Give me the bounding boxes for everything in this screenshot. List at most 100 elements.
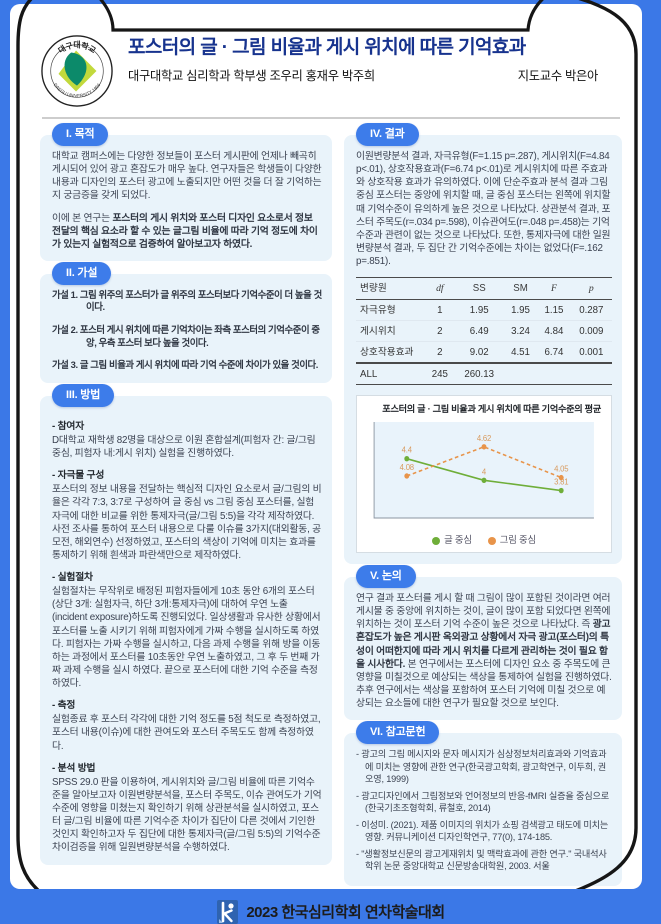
footer-text: 2023 한국심리학회 연차학술대회 bbox=[246, 904, 445, 922]
memory-level-line-chart: 4.4 4 3.81 4.08 4.62 4.05 bbox=[373, 422, 594, 519]
table-row: 게시위치 2 6.49 3.24 4.84 0.009 bbox=[356, 320, 612, 343]
badge-hypothesis: II. 가설 bbox=[52, 261, 112, 285]
method-text: D대학교 재학생 82명을 대상으로 이원 혼합설계(피험자 간: 글/그림 중… bbox=[52, 434, 316, 460]
method-subhead: - 분석 방법 bbox=[52, 762, 96, 774]
method-subhead: - 측정 bbox=[52, 700, 76, 712]
table-header-row: 변량원 df SS SM F p bbox=[356, 277, 612, 301]
reference-item: - 이성미. (2021). 제품 이미지의 위치가 쇼핑 검색광고 태도에 미… bbox=[356, 819, 609, 843]
table-cell: 9.02 bbox=[454, 341, 504, 364]
section-references: VI. 참고문헌 - 광고의 그림 메시지와 문자 메시지가 심상정보처리효과와… bbox=[344, 721, 622, 886]
section-purpose: I. 목적 대학교 캠퍼스에는 다양한 정보들이 포스터 게시판에 언제나 빼곡… bbox=[40, 123, 332, 261]
daegu-university-logo: 대구대학교 DAEGU UNIVERSITY 1956 bbox=[41, 35, 113, 107]
purpose-p2-bold: 포스터의 게시 위치와 포스터 디자인 요소로서 정보 전달의 핵심 요소라 할… bbox=[52, 212, 318, 250]
title-block: 포스터의 글 · 그림 비율과 게시 위치에 따른 기억효과 대구대학교 심리학… bbox=[128, 34, 622, 84]
method-text: SPSS 29.0 판을 이용하여, 게시위치와 글/그림 비율에 따른 기억수… bbox=[52, 776, 322, 854]
logo-emblem-teal-leaf bbox=[64, 52, 87, 86]
discussion-prefix: 연구 결과 포스터를 게시 할 때 그림이 많이 포함된 것이라면 여러 게시물… bbox=[356, 593, 611, 631]
method-subhead: - 실험절차 bbox=[52, 572, 93, 584]
anova-table: 변량원 df SS SM F p 자극유형 1 bbox=[356, 277, 612, 386]
purpose-paragraph-1: 대학교 캠퍼스에는 다양한 정보들이 포스터 게시판에 언제나 빼곡히 게시되어… bbox=[52, 151, 322, 202]
svg-text:대구대학교: 대구대학교 bbox=[56, 40, 97, 56]
section-results: IV. 결과 이원변량분석 결과, 자극유형(F=1.15 p=.287), 게… bbox=[344, 123, 622, 565]
table-cell: 1.15 bbox=[537, 299, 571, 322]
badge-references: VI. 참고문헌 bbox=[356, 721, 440, 744]
table-cell: 4.84 bbox=[537, 320, 571, 343]
table-cell: 260.13 bbox=[454, 362, 504, 386]
table-cell: ALL bbox=[356, 362, 426, 386]
table-cell bbox=[570, 362, 612, 386]
svg-text:4: 4 bbox=[482, 467, 487, 476]
table-cell: 1.95 bbox=[503, 299, 538, 322]
byline: 대구대학교 심리학과 학부생 조우리 홍재우 박주희 지도교수 박은아 bbox=[128, 66, 598, 84]
table-cell: 6.49 bbox=[454, 320, 504, 343]
column-header: df bbox=[425, 277, 455, 301]
table-cell: 자극유형 bbox=[356, 299, 426, 322]
advisor-text: 지도교수 박은아 bbox=[517, 68, 599, 83]
method-text: 실험절차는 무작위로 배정된 피험자들에게 10초 동안 6개의 포스터(상단 … bbox=[52, 586, 321, 690]
badge-discussion: V. 논의 bbox=[356, 565, 416, 588]
legend-item-text-centered: 글 중심 bbox=[432, 534, 472, 547]
method-subhead: - 참여자 bbox=[52, 420, 85, 432]
legend-item-image-centered: 그림 중심 bbox=[487, 534, 536, 547]
table-cell: 0.009 bbox=[570, 320, 612, 343]
legend-dot-green bbox=[432, 536, 441, 545]
purpose-paragraph-2: 이에 본 연구는 포스터의 게시 위치와 포스터 디자인 요소로서 정보 전달의… bbox=[52, 212, 322, 251]
legend-label: 글 중심 bbox=[444, 534, 472, 546]
reference-item: - 광고의 그림 메시지와 문자 메시지가 심상정보처리효과와 기억효과에 미치… bbox=[356, 749, 607, 785]
purpose-p2-prefix: 이에 본 연구는 bbox=[52, 212, 113, 224]
method-item: - 측정 실험종료 후 포스터 각각에 대한 기억 정도를 5점 척도로 측정하… bbox=[52, 699, 322, 753]
memory-chart-card: 포스터의 글 · 그림 비율과 게시 위치에 따른 기억수준의 평균 4.4 4 3… bbox=[356, 395, 612, 554]
badge-purpose: I. 목적 bbox=[52, 123, 109, 146]
column-header: SM bbox=[503, 277, 538, 301]
poster-card: 대구대학교 DAEGU UNIVERSITY 1956 포스터의 글 · 그림 … bbox=[10, 4, 642, 924]
content-columns: I. 목적 대학교 캠퍼스에는 다양한 정보들이 포스터 게시판에 언제나 빼곡… bbox=[40, 123, 622, 899]
table-cell: 4.51 bbox=[503, 341, 538, 364]
table-cell: 0.001 bbox=[570, 341, 612, 364]
svg-text:4.05: 4.05 bbox=[554, 465, 569, 474]
chart-legend: 글 중심 그림 중심 bbox=[365, 534, 603, 547]
table-cell: 245 bbox=[425, 362, 455, 386]
table-cell: 게시위치 bbox=[356, 320, 426, 343]
reference-item: - 광고디자인에서 그림정보와 언어정보의 반응-fMRI 실증을 중심으로(한… bbox=[356, 790, 609, 814]
svg-text:4.08: 4.08 bbox=[400, 463, 415, 472]
poster-header: 대구대학교 DAEGU UNIVERSITY 1956 포스터의 글 · 그림 … bbox=[40, 4, 622, 108]
method-item: - 참여자 D대학교 재학생 82명을 대상으로 이원 혼합설계(피험자 간: … bbox=[52, 420, 322, 460]
svg-text:3.81: 3.81 bbox=[554, 478, 569, 487]
right-column: IV. 결과 이원변량분석 결과, 자극유형(F=1.15 p=.287), 게… bbox=[344, 123, 622, 899]
logo-top-text: 대구대학교 bbox=[56, 40, 97, 56]
legend-dot-orange bbox=[487, 536, 496, 545]
method-text: 실험종료 후 포스터 각각에 대한 기억 정도를 5점 척도로 측정하였고, 포… bbox=[52, 714, 321, 752]
hypothesis-item: 가설 2. 포스터 게시 위치에 따른 기억차이는 좌측 포스터의 기억수준이 … bbox=[52, 324, 320, 348]
table-cell: 상호작용효과 bbox=[356, 341, 426, 364]
badge-method: III. 방법 bbox=[52, 383, 115, 407]
authors-text: 대구대학교 심리학과 학부생 조우리 홍재우 박주희 bbox=[128, 68, 375, 83]
table-row-total: ALL 245 260.13 bbox=[356, 362, 612, 386]
table-cell: 2 bbox=[425, 320, 455, 343]
page-title: 포스터의 글 · 그림 비율과 게시 위치에 따른 기억효과 bbox=[128, 37, 526, 58]
section-hypothesis: II. 가설 가설 1. 그림 위주의 포스터가 글 위주의 포스터보다 기억수… bbox=[40, 261, 332, 383]
column-header: p bbox=[570, 277, 612, 301]
table-cell: 1.95 bbox=[454, 299, 504, 322]
table-cell bbox=[503, 362, 538, 386]
section-discussion: V. 논의 연구 결과 포스터를 게시 할 때 그림이 많이 포함된 것이라면 … bbox=[344, 565, 622, 721]
hypothesis-item: 가설 1. 그림 위주의 포스터가 글 위주의 포스터보다 기억수준이 더 높을… bbox=[52, 288, 322, 313]
chart-title: 포스터의 글 · 그림 비율과 게시 위치에 따른 기억수준의 평균 bbox=[382, 404, 601, 415]
conference-footer: 2023 한국심리학회 연차학술대회 bbox=[40, 899, 622, 924]
table-cell: 1 bbox=[425, 299, 455, 322]
method-item: - 실험절차 실험절차는 무작위로 배정된 피험자들에게 10초 동안 6개의 … bbox=[52, 571, 322, 690]
column-header: 변량원 bbox=[356, 277, 426, 301]
results-text: 이원변량분석 결과, 자극유형(F=1.15 p=.287), 게시위치(F=4… bbox=[356, 151, 611, 267]
legend-label: 그림 중심 bbox=[499, 534, 536, 546]
hypothesis-item: 가설 3. 글 그림 비율과 게시 위치에 따라 기억 수준에 차이가 있을 것… bbox=[52, 359, 318, 371]
section-method: III. 방법 - 참여자 D대학교 재학생 82명을 대상으로 이원 혼합설계… bbox=[40, 383, 332, 865]
header-divider bbox=[42, 117, 620, 119]
column-header: F bbox=[537, 277, 571, 301]
svg-text:4.4: 4.4 bbox=[402, 446, 413, 455]
column-header: SS bbox=[454, 277, 504, 301]
table-row: 자극유형 1 1.95 1.95 1.15 0.287 bbox=[356, 299, 612, 322]
discussion-suffix: 본 연구에서는 포스터에 디자인 요소 중 주목도에 큰 영향을 미칠것으로 예… bbox=[356, 658, 612, 710]
table-row: 상호작용효과 2 9.02 4.51 6.74 0.001 bbox=[356, 341, 612, 364]
table-cell: 6.74 bbox=[537, 341, 571, 364]
discussion-text: 연구 결과 포스터를 게시 할 때 그림이 많이 포함된 것이라면 여러 게시물… bbox=[356, 592, 612, 710]
table-cell: 2 bbox=[425, 341, 455, 364]
